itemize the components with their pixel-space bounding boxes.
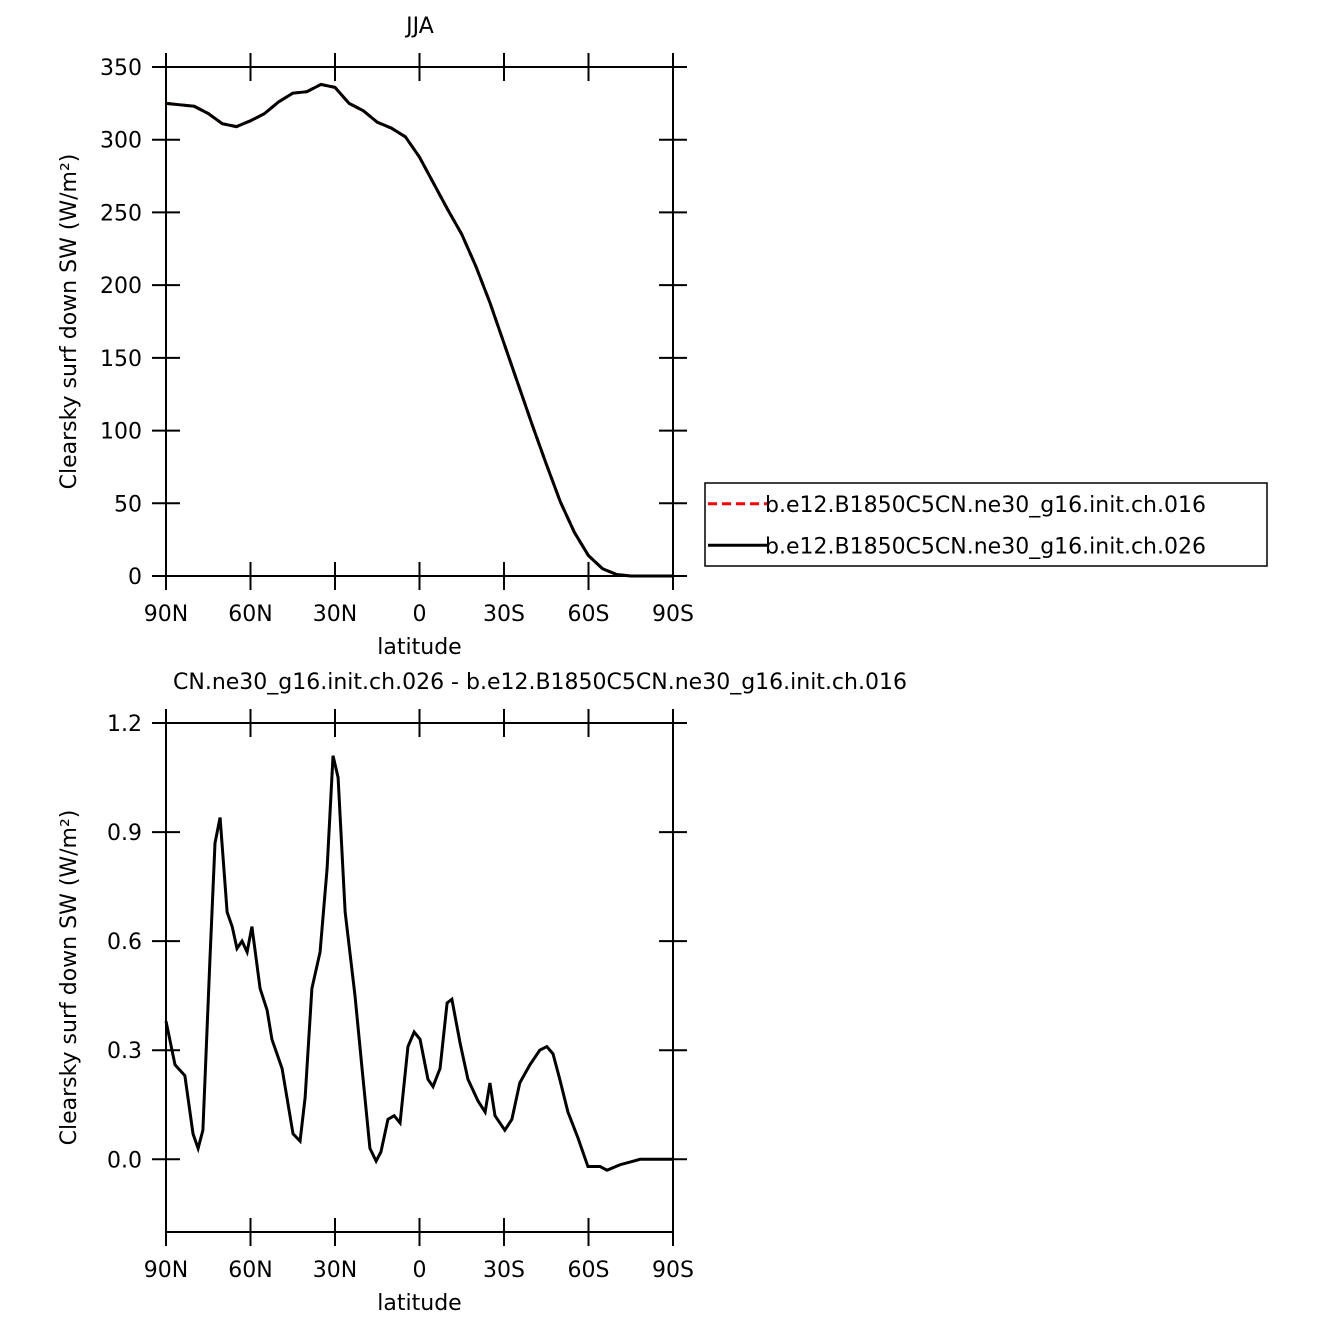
y-tick-label: 0.9 bbox=[107, 821, 142, 846]
legend-label: b.e12.B1850C5CN.ne30_g16.init.ch.016 bbox=[765, 493, 1206, 518]
x-axis-label: latitude bbox=[377, 635, 461, 660]
x-tick-label: 90N bbox=[144, 602, 188, 627]
y-tick-label: 0 bbox=[128, 565, 142, 590]
y-tick-label: 350 bbox=[100, 56, 142, 81]
x-tick-label: 90N bbox=[144, 1258, 188, 1283]
data-line bbox=[165, 82, 673, 578]
x-tick-label: 30S bbox=[483, 602, 525, 627]
x-tick-label: 30N bbox=[313, 602, 357, 627]
y-tick-label: 0.6 bbox=[107, 930, 142, 955]
data-line bbox=[164, 755, 673, 1172]
x-tick-label: 60S bbox=[568, 602, 610, 627]
y-tick-label: 50 bbox=[114, 492, 142, 517]
y-tick-label: 300 bbox=[100, 129, 142, 154]
y-tick-label: 250 bbox=[100, 201, 142, 226]
y-axis-label: Clearsky surf down SW (W/m²) bbox=[57, 154, 82, 490]
y-tick-label: 0.0 bbox=[107, 1148, 142, 1173]
legend-box bbox=[704, 482, 1268, 567]
y-tick-label: 200 bbox=[100, 274, 142, 299]
x-tick-label: 60S bbox=[568, 1258, 610, 1283]
x-tick-label: 30N bbox=[313, 1258, 357, 1283]
y-tick-label: 150 bbox=[100, 347, 142, 372]
x-tick-label: 90S bbox=[652, 602, 694, 627]
x-tick-label: 30S bbox=[483, 1258, 525, 1283]
y-tick-label: 0.3 bbox=[107, 1039, 142, 1064]
legend-label: b.e12.B1850C5CN.ne30_g16.init.ch.026 bbox=[765, 534, 1206, 559]
x-tick-label: 60N bbox=[228, 602, 272, 627]
y-tick-label: 100 bbox=[100, 420, 142, 445]
x-tick-label: 90S bbox=[652, 1258, 694, 1283]
x-tick-label: 0 bbox=[413, 1258, 427, 1283]
y-axis-label: Clearsky surf down SW (W/m²) bbox=[57, 810, 82, 1146]
plot-frame bbox=[165, 722, 674, 1233]
x-axis-label: latitude bbox=[377, 1291, 461, 1316]
y-tick-label: 1.2 bbox=[107, 712, 142, 737]
chart-title: CN.ne30_g16.init.ch.026 - b.e12.B1850C5C… bbox=[173, 670, 907, 695]
chart-title: JJA bbox=[404, 14, 434, 39]
plot-frame bbox=[165, 66, 674, 577]
x-tick-label: 0 bbox=[413, 602, 427, 627]
x-tick-label: 60N bbox=[228, 1258, 272, 1283]
